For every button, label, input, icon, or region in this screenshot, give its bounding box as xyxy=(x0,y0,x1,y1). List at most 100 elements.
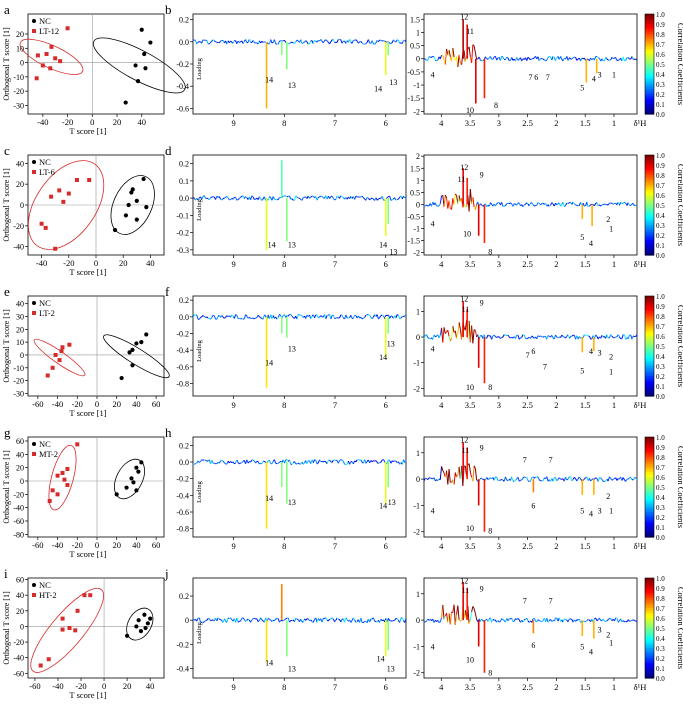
x-tick-label: 1.5 xyxy=(580,259,591,269)
peak-label: 13 xyxy=(288,664,296,673)
colorbar-swatch xyxy=(645,393,654,397)
spectrum-segment xyxy=(219,618,221,621)
peak-label: 2 xyxy=(609,352,613,361)
colorbar-swatch xyxy=(645,71,654,75)
spectrum-segment xyxy=(598,617,602,621)
spectrum-segment xyxy=(448,50,451,57)
spectrum-segment xyxy=(627,202,630,206)
peak-label: 4 xyxy=(431,220,435,229)
colorbar-swatch xyxy=(645,225,654,229)
colorbar-tick-label: 0.6 xyxy=(656,333,665,341)
spectrum-segment xyxy=(297,462,300,465)
spectrum-segment xyxy=(609,476,612,479)
legend-nc-text: NC xyxy=(39,580,51,590)
spectrum-segment xyxy=(381,196,384,201)
spectrum-segment xyxy=(237,198,240,200)
spectrum-segment xyxy=(492,619,495,621)
peak-label: 11 xyxy=(462,586,470,595)
y-tick-label: -2 xyxy=(413,107,420,116)
spectrum-segment xyxy=(472,329,475,344)
treat-point xyxy=(57,358,62,363)
spectrum-segment xyxy=(223,618,227,622)
spectrum-segment xyxy=(296,196,299,199)
spectrum-segment xyxy=(501,202,504,207)
spectrum-segment xyxy=(351,39,354,44)
y-tick-label: 0.0 xyxy=(179,313,189,322)
spectrum-segment xyxy=(250,459,253,463)
spectrum-segment xyxy=(264,460,267,463)
spectrum-segment xyxy=(323,460,325,463)
spectrum-segment xyxy=(586,201,589,207)
nc-point xyxy=(134,488,139,493)
colorbar-swatch xyxy=(645,388,654,392)
spectrum-segment xyxy=(496,477,499,481)
colorbar-swatch xyxy=(645,522,654,526)
spectrum-segment xyxy=(226,195,229,199)
nc-point xyxy=(114,492,119,497)
spectrum-segment xyxy=(404,39,407,43)
x-axis-title: T score [1] xyxy=(69,549,106,559)
spectrum-segment xyxy=(360,316,363,320)
spectrum-segment xyxy=(518,337,521,340)
spectrum-segment xyxy=(260,617,263,621)
colorbar-swatch xyxy=(645,628,654,632)
x-tick-label: -20 xyxy=(62,117,73,127)
nc-point xyxy=(136,618,141,623)
spectrum-segment xyxy=(239,41,241,44)
colorbar-swatch xyxy=(645,212,654,216)
spectrum-segment xyxy=(487,618,490,622)
spectrum-segment xyxy=(364,459,367,464)
y-tick-label: 0 xyxy=(416,616,420,625)
spectrum-segment xyxy=(193,618,196,621)
spectrum-segment xyxy=(206,618,209,621)
colorbar-swatch xyxy=(645,605,654,609)
colorbar-swatch xyxy=(645,499,654,503)
x-tick-label: 3.5 xyxy=(465,259,476,269)
spectrum-segment xyxy=(314,314,317,319)
y-tick-label: 20 xyxy=(16,325,24,334)
spectrum-segment xyxy=(221,459,224,462)
colorbar-swatch xyxy=(645,600,654,604)
colorbar-swatch xyxy=(645,220,654,224)
spectrum-segment xyxy=(427,477,430,481)
spectrum-segment xyxy=(237,462,240,465)
colorbar-swatch xyxy=(645,653,654,657)
y-tick-label: 0.5 xyxy=(410,42,420,51)
nc-point xyxy=(148,616,153,621)
colorbar-swatch xyxy=(645,509,654,513)
spectrum-segment xyxy=(532,336,535,339)
spectrum-segment xyxy=(226,617,229,623)
treat-point xyxy=(50,365,55,370)
spectrum-segment xyxy=(196,618,199,622)
spectrum-segment xyxy=(250,619,253,623)
spectrum-segment xyxy=(361,195,364,199)
colorbar-swatch xyxy=(645,64,654,68)
colorbar-swatch xyxy=(645,620,654,624)
colorbar-swatch xyxy=(645,668,654,672)
spectrum-segment xyxy=(277,314,280,318)
spectrum-segment xyxy=(616,617,619,623)
spectrum-segment xyxy=(334,620,337,623)
spectrum-segment xyxy=(237,40,240,43)
spectrum-segment xyxy=(463,203,466,208)
spectrum-segment xyxy=(575,619,578,622)
x-tick-label: 9 xyxy=(231,682,235,692)
y-tick-label: -1 xyxy=(413,501,420,510)
spectrum-segment xyxy=(289,42,292,45)
colorbar-tick-label: 1.0 xyxy=(656,434,665,442)
colorbar-swatch xyxy=(645,603,654,607)
spectrum-segment xyxy=(441,466,444,471)
spectrum-segment xyxy=(305,315,308,319)
spectrum-segment xyxy=(527,336,530,339)
spectrum-segment xyxy=(196,41,199,45)
spectrum-segment xyxy=(246,618,249,621)
nc-point xyxy=(142,51,147,57)
nc-point xyxy=(144,332,149,337)
spectrum-segment xyxy=(312,459,315,463)
peak-label: 9 xyxy=(480,585,484,594)
colorbar-swatch xyxy=(645,618,654,622)
colorbar-swatch xyxy=(645,192,654,196)
treat-point xyxy=(60,627,65,632)
